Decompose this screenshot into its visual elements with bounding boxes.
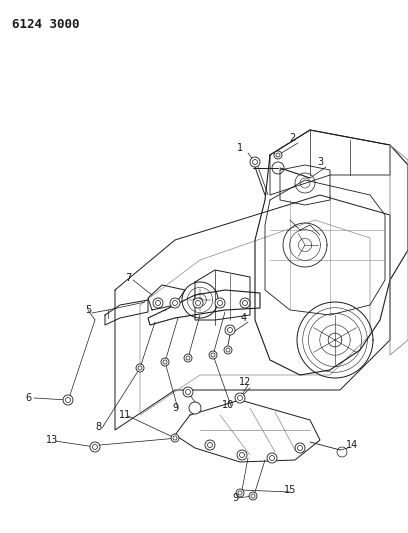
Text: 5: 5	[85, 305, 91, 315]
Text: 15: 15	[284, 485, 296, 495]
Circle shape	[171, 434, 179, 442]
Text: 3: 3	[317, 157, 323, 167]
Circle shape	[237, 450, 247, 460]
Text: 7: 7	[125, 273, 131, 283]
Text: 2: 2	[289, 133, 295, 143]
Circle shape	[240, 298, 250, 308]
Text: 4: 4	[241, 313, 247, 323]
Circle shape	[183, 387, 193, 397]
Circle shape	[235, 393, 245, 403]
Text: 11: 11	[119, 410, 131, 420]
Circle shape	[250, 157, 260, 167]
Text: 6124 3000: 6124 3000	[12, 18, 80, 31]
Circle shape	[209, 351, 217, 359]
Text: 9: 9	[232, 493, 238, 503]
Circle shape	[184, 354, 192, 362]
Circle shape	[63, 395, 73, 405]
Circle shape	[274, 151, 282, 159]
Circle shape	[225, 325, 235, 335]
Circle shape	[249, 492, 257, 500]
Circle shape	[224, 346, 232, 354]
Circle shape	[170, 298, 180, 308]
Text: 9: 9	[172, 403, 178, 413]
Circle shape	[215, 298, 225, 308]
Circle shape	[267, 453, 277, 463]
Text: 13: 13	[46, 435, 58, 445]
Circle shape	[90, 442, 100, 452]
Circle shape	[236, 489, 244, 497]
Circle shape	[153, 298, 163, 308]
Circle shape	[295, 443, 305, 453]
Text: 14: 14	[346, 440, 358, 450]
Text: 10: 10	[222, 400, 234, 410]
Text: 12: 12	[239, 377, 251, 387]
Text: 6: 6	[25, 393, 31, 403]
Circle shape	[161, 358, 169, 366]
Circle shape	[193, 298, 203, 308]
Circle shape	[136, 364, 144, 372]
Text: 8: 8	[95, 422, 101, 432]
Circle shape	[189, 402, 201, 414]
Text: 1: 1	[237, 143, 243, 153]
Circle shape	[205, 440, 215, 450]
